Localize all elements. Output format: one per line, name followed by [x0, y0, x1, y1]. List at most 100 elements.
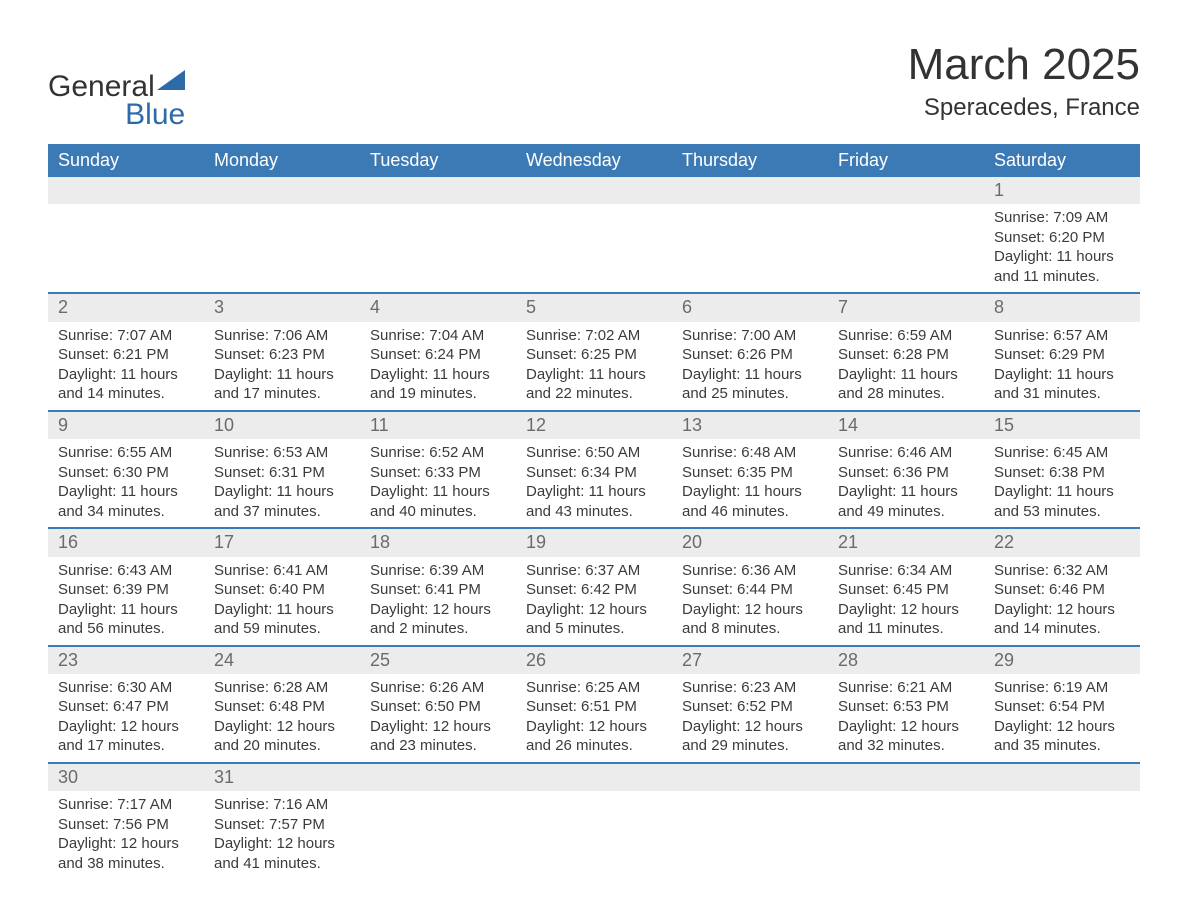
- day-sunrise: Sunrise: 6:57 AM: [994, 326, 1130, 346]
- day-sunrise: Sunrise: 6:41 AM: [214, 561, 350, 581]
- calendar-table: Sunday Monday Tuesday Wednesday Thursday…: [48, 144, 1140, 879]
- day-number-cell: 1: [984, 177, 1140, 204]
- day-number-cell: [48, 177, 204, 204]
- day-sunrise: Sunrise: 7:17 AM: [58, 795, 194, 815]
- day-sunset: Sunset: 6:46 PM: [994, 580, 1130, 600]
- day-details-cell: Sunrise: 6:32 AMSunset: 6:46 PMDaylight:…: [984, 557, 1140, 646]
- day-sunrise: Sunrise: 7:04 AM: [370, 326, 506, 346]
- day-sunset: Sunset: 7:57 PM: [214, 815, 350, 835]
- day-dl1: Daylight: 12 hours: [58, 834, 194, 854]
- day-dl2: and 38 minutes.: [58, 854, 194, 874]
- day-details-cell: [828, 204, 984, 293]
- logo-text: General Blue: [48, 70, 185, 132]
- day-details-cell: Sunrise: 7:06 AMSunset: 6:23 PMDaylight:…: [204, 322, 360, 411]
- day-number-cell: 25: [360, 646, 516, 674]
- day-details-cell: [672, 791, 828, 879]
- day-dl1: Daylight: 12 hours: [370, 600, 506, 620]
- day-number-cell: 27: [672, 646, 828, 674]
- day-dl2: and 14 minutes.: [994, 619, 1130, 639]
- col-monday: Monday: [204, 144, 360, 177]
- day-dl2: and 53 minutes.: [994, 502, 1130, 522]
- day-dl1: Daylight: 12 hours: [994, 600, 1130, 620]
- daynum-row: 23242526272829: [48, 646, 1140, 674]
- day-sunset: Sunset: 6:35 PM: [682, 463, 818, 483]
- details-row: Sunrise: 7:09 AMSunset: 6:20 PMDaylight:…: [48, 204, 1140, 293]
- day-details-cell: [828, 791, 984, 879]
- day-dl2: and 11 minutes.: [838, 619, 974, 639]
- day-details-cell: [984, 791, 1140, 879]
- day-details-cell: Sunrise: 7:16 AMSunset: 7:57 PMDaylight:…: [204, 791, 360, 879]
- day-dl2: and 19 minutes.: [370, 384, 506, 404]
- day-dl2: and 17 minutes.: [58, 736, 194, 756]
- day-details-cell: [516, 791, 672, 879]
- day-dl1: Daylight: 12 hours: [214, 834, 350, 854]
- logo-text-blue: Blue: [48, 98, 185, 132]
- col-wednesday: Wednesday: [516, 144, 672, 177]
- day-dl2: and 14 minutes.: [58, 384, 194, 404]
- day-sunset: Sunset: 6:50 PM: [370, 697, 506, 717]
- day-number-cell: 9: [48, 411, 204, 439]
- day-sunrise: Sunrise: 6:43 AM: [58, 561, 194, 581]
- day-number-cell: 26: [516, 646, 672, 674]
- day-dl1: Daylight: 12 hours: [838, 717, 974, 737]
- day-dl1: Daylight: 11 hours: [682, 482, 818, 502]
- day-details-cell: [204, 204, 360, 293]
- title-block: March 2025 Speracedes, France: [908, 40, 1140, 122]
- day-number-cell: 20: [672, 528, 828, 556]
- day-number-cell: 21: [828, 528, 984, 556]
- logo-triangle-icon: [157, 70, 185, 90]
- day-dl2: and 25 minutes.: [682, 384, 818, 404]
- day-sunrise: Sunrise: 6:52 AM: [370, 443, 506, 463]
- details-row: Sunrise: 7:17 AMSunset: 7:56 PMDaylight:…: [48, 791, 1140, 879]
- day-number-cell: 11: [360, 411, 516, 439]
- day-number-cell: 29: [984, 646, 1140, 674]
- day-details-cell: Sunrise: 6:25 AMSunset: 6:51 PMDaylight:…: [516, 674, 672, 763]
- details-row: Sunrise: 6:30 AMSunset: 6:47 PMDaylight:…: [48, 674, 1140, 763]
- day-details-cell: Sunrise: 6:43 AMSunset: 6:39 PMDaylight:…: [48, 557, 204, 646]
- day-sunrise: Sunrise: 7:00 AM: [682, 326, 818, 346]
- day-sunset: Sunset: 6:39 PM: [58, 580, 194, 600]
- day-sunrise: Sunrise: 6:32 AM: [994, 561, 1130, 581]
- day-sunset: Sunset: 6:34 PM: [526, 463, 662, 483]
- col-friday: Friday: [828, 144, 984, 177]
- day-sunset: Sunset: 6:23 PM: [214, 345, 350, 365]
- day-dl2: and 29 minutes.: [682, 736, 818, 756]
- day-details-cell: Sunrise: 6:19 AMSunset: 6:54 PMDaylight:…: [984, 674, 1140, 763]
- day-sunset: Sunset: 6:29 PM: [994, 345, 1130, 365]
- page-title: March 2025: [908, 40, 1140, 90]
- day-sunset: Sunset: 6:33 PM: [370, 463, 506, 483]
- day-number-cell: 18: [360, 528, 516, 556]
- col-tuesday: Tuesday: [360, 144, 516, 177]
- col-sunday: Sunday: [48, 144, 204, 177]
- day-number-cell: 7: [828, 293, 984, 321]
- logo: General Blue: [48, 70, 185, 132]
- day-dl1: Daylight: 11 hours: [838, 482, 974, 502]
- day-sunset: Sunset: 6:41 PM: [370, 580, 506, 600]
- day-dl1: Daylight: 12 hours: [994, 717, 1130, 737]
- day-dl1: Daylight: 11 hours: [994, 482, 1130, 502]
- day-dl1: Daylight: 11 hours: [994, 365, 1130, 385]
- day-details-cell: Sunrise: 6:30 AMSunset: 6:47 PMDaylight:…: [48, 674, 204, 763]
- day-dl2: and 34 minutes.: [58, 502, 194, 522]
- day-sunrise: Sunrise: 7:09 AM: [994, 208, 1130, 228]
- day-number-cell: [360, 763, 516, 791]
- day-number-cell: 5: [516, 293, 672, 321]
- day-number-cell: [672, 177, 828, 204]
- day-sunset: Sunset: 6:31 PM: [214, 463, 350, 483]
- day-number-cell: 24: [204, 646, 360, 674]
- day-sunset: Sunset: 6:51 PM: [526, 697, 662, 717]
- day-sunset: Sunset: 6:30 PM: [58, 463, 194, 483]
- day-number-cell: [828, 177, 984, 204]
- day-details-cell: [48, 204, 204, 293]
- day-dl2: and 56 minutes.: [58, 619, 194, 639]
- day-dl2: and 35 minutes.: [994, 736, 1130, 756]
- day-details-cell: Sunrise: 7:07 AMSunset: 6:21 PMDaylight:…: [48, 322, 204, 411]
- day-sunset: Sunset: 6:24 PM: [370, 345, 506, 365]
- day-sunrise: Sunrise: 7:06 AM: [214, 326, 350, 346]
- day-details-cell: Sunrise: 7:04 AMSunset: 6:24 PMDaylight:…: [360, 322, 516, 411]
- day-sunrise: Sunrise: 6:19 AM: [994, 678, 1130, 698]
- day-dl2: and 22 minutes.: [526, 384, 662, 404]
- day-details-cell: Sunrise: 6:45 AMSunset: 6:38 PMDaylight:…: [984, 439, 1140, 528]
- day-details-cell: [360, 791, 516, 879]
- day-number-cell: 8: [984, 293, 1140, 321]
